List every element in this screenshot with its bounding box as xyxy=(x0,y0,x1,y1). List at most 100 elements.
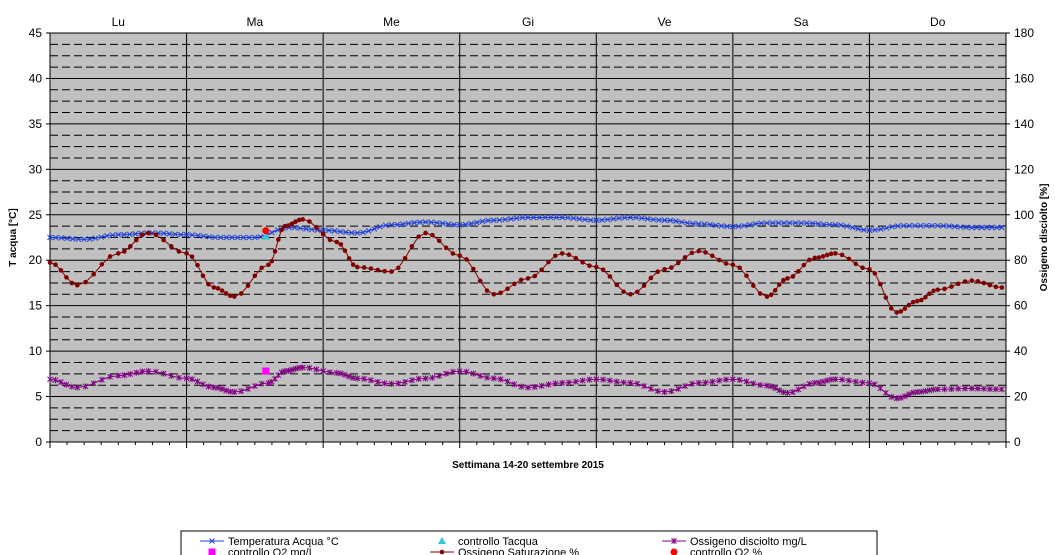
point-ossigeno-disciolto-mg-l xyxy=(736,376,743,383)
point-ossigeno-saturazione xyxy=(593,264,599,270)
point-ossigeno-disciolto-mg-l xyxy=(346,373,352,380)
point-temperatura-acqua-c xyxy=(160,230,167,237)
point-ossigeno-saturazione xyxy=(153,232,159,238)
point-ossigeno-saturazione xyxy=(927,291,932,296)
point-ossigeno-saturazione xyxy=(423,230,428,236)
point-temperatura-acqua-c xyxy=(815,221,822,227)
point-ossigeno-disciolto-mg-l xyxy=(743,378,750,385)
point-ossigeno-disciolto-mg-l xyxy=(245,385,251,392)
point-ossigeno-disciolto-mg-l xyxy=(299,364,306,371)
point-temperatura-acqua-c xyxy=(502,216,509,223)
point-ossigeno-saturazione xyxy=(409,244,415,249)
point-temperatura-acqua-c xyxy=(707,221,713,228)
point-ossigeno-saturazione xyxy=(949,284,954,289)
point-ossigeno-saturazione xyxy=(955,281,961,287)
point-ossigeno-saturazione xyxy=(69,280,75,286)
point-ossigeno-disciolto-mg-l xyxy=(388,380,395,387)
point-ossigeno-saturazione xyxy=(146,230,151,236)
point-ossigeno-saturazione xyxy=(327,237,333,243)
point-temperatura-acqua-c xyxy=(798,220,804,226)
point-temperatura-acqua-c xyxy=(656,217,662,223)
point-ossigeno-saturazione xyxy=(655,269,661,274)
point-ossigeno-disciolto-mg-l xyxy=(183,375,190,382)
point-temperatura-acqua-c xyxy=(513,215,520,222)
point-ossigeno-saturazione xyxy=(296,217,302,223)
point-temperatura-acqua-c xyxy=(331,228,338,234)
point-ossigeno-saturazione xyxy=(878,281,883,287)
point-ossigeno-saturazione xyxy=(812,255,818,261)
point-temperatura-acqua-c xyxy=(695,221,702,227)
point-temperatura-acqua-c xyxy=(752,221,759,227)
point-ossigeno-saturazione xyxy=(115,251,121,256)
point-ossigeno-disciolto-mg-l xyxy=(176,374,182,381)
right-tick-label: 160 xyxy=(1014,71,1034,85)
point-temperatura-acqua-c xyxy=(627,214,634,221)
point-ossigeno-saturazione xyxy=(346,256,352,261)
point-temperatura-acqua-c xyxy=(428,219,435,226)
point-ossigeno-saturazione xyxy=(737,265,742,271)
point-ossigeno-disciolto-mg-l xyxy=(545,381,552,388)
legend-label: Temperatura Acqua °C xyxy=(228,536,339,548)
point-ossigeno-disciolto-mg-l xyxy=(776,387,783,394)
point-temperatura-acqua-c xyxy=(889,223,896,230)
point-ossigeno-saturazione xyxy=(975,279,981,284)
point-ossigeno-disciolto-mg-l xyxy=(121,372,128,379)
point-ossigeno-disciolto-mg-l xyxy=(429,374,436,381)
point-temperatura-acqua-c xyxy=(206,233,213,240)
legend-item-controllo-tacqua: controllo Tacqua xyxy=(438,536,539,548)
point-ossigeno-saturazione xyxy=(832,251,838,256)
point-temperatura-acqua-c xyxy=(519,214,526,221)
legend: Temperatura Acqua °C controllo Tacqua Ossi… xyxy=(180,530,878,555)
point-temperatura-acqua-c xyxy=(923,222,930,229)
point-ossigeno-disciolto-mg-l xyxy=(627,379,634,386)
point-ossigeno-saturazione xyxy=(757,291,763,296)
point-temperatura-acqua-c xyxy=(229,234,235,241)
point-ossigeno-saturazione xyxy=(764,294,770,299)
legend-marker xyxy=(671,538,677,544)
point-ossigeno-disciolto-mg-l xyxy=(68,383,75,390)
point-temperatura-acqua-c xyxy=(252,234,258,241)
point-ossigeno-saturazione xyxy=(338,242,344,247)
left-tick-label: 20 xyxy=(29,253,43,267)
point-ossigeno-disciolto-mg-l xyxy=(654,388,661,395)
point-ossigeno-saturazione xyxy=(272,249,278,254)
point-ossigeno-saturazione xyxy=(969,278,975,283)
point-temperatura-acqua-c xyxy=(399,221,406,227)
point-temperatura-acqua-c xyxy=(593,217,600,224)
point-ossigeno-saturazione xyxy=(314,224,319,230)
point-temperatura-acqua-c xyxy=(690,220,696,227)
point-ossigeno-disciolto-mg-l xyxy=(888,393,895,400)
point-temperatura-acqua-c xyxy=(456,221,463,228)
day-label-Ma: Ma xyxy=(247,15,264,29)
point-temperatura-acqua-c xyxy=(803,220,810,226)
point-ossigeno-saturazione xyxy=(532,273,538,279)
point-ossigeno-disciolto-mg-l xyxy=(484,374,490,381)
point-ossigeno-saturazione xyxy=(942,286,947,292)
point-ossigeno-saturazione xyxy=(648,275,654,281)
legend-label: controllo O2 % xyxy=(690,547,762,555)
point-temperatura-acqua-c xyxy=(257,233,264,240)
point-ossigeno-disciolto-mg-l xyxy=(231,389,238,396)
point-ossigeno-saturazione xyxy=(888,306,894,311)
point-ossigeno-disciolto-mg-l xyxy=(579,377,586,384)
point-ossigeno-disciolto-mg-l xyxy=(194,378,201,385)
point-ossigeno-saturazione xyxy=(587,263,592,269)
point-temperatura-acqua-c xyxy=(183,231,190,238)
point-ossigeno-saturazione xyxy=(450,251,456,256)
point-ossigeno-disciolto-mg-l xyxy=(661,389,668,396)
point-ossigeno-disciolto-mg-l xyxy=(955,385,962,392)
point-ossigeno-saturazione xyxy=(600,267,606,272)
point-temperatura-acqua-c xyxy=(644,216,651,222)
point-ossigeno-saturazione xyxy=(223,291,229,296)
point-ossigeno-saturazione xyxy=(498,290,503,296)
point-temperatura-acqua-c xyxy=(821,221,827,228)
point-temperatura-acqua-c xyxy=(325,227,332,234)
point-ossigeno-saturazione xyxy=(696,248,702,254)
right-tick-label: 20 xyxy=(1014,390,1028,404)
legend-item-temperatura-acqua-c: Temperatura Acqua °C xyxy=(200,536,339,548)
point-ossigeno-saturazione xyxy=(176,249,182,254)
point-ossigeno-saturazione xyxy=(621,289,626,295)
point-ossigeno-saturazione xyxy=(211,285,217,290)
point-temperatura-acqua-c xyxy=(957,224,964,230)
